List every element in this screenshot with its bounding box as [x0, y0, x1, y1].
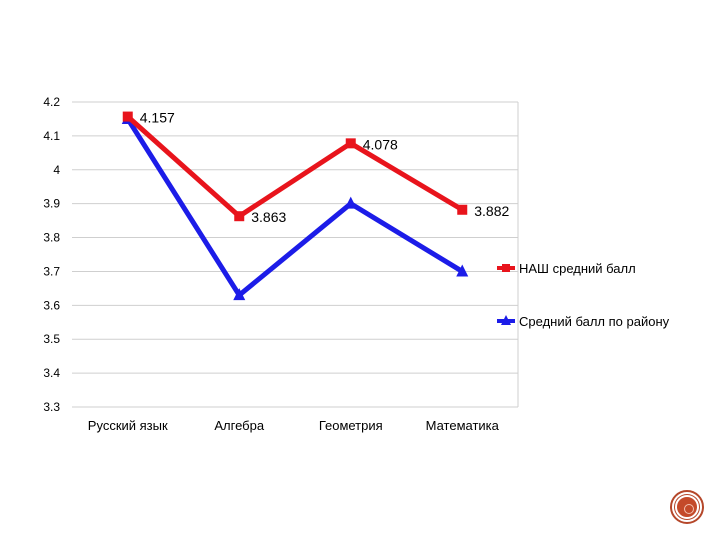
- series-point: [344, 196, 357, 209]
- slide-nav-button[interactable]: [670, 490, 704, 524]
- x-category-label: Алгебра: [214, 418, 264, 433]
- series-point: [456, 264, 469, 277]
- y-tick-label: 3.5: [43, 332, 60, 346]
- y-tick-label: 3.3: [43, 400, 60, 414]
- y-tick-label: 3.9: [43, 197, 60, 211]
- y-tick-label: 3.4: [43, 366, 60, 380]
- series-group: 4.157 3.863 4.078 3.882: [121, 110, 509, 301]
- y-tick-label: 4: [53, 163, 60, 177]
- series-point: [122, 111, 133, 122]
- data-label: 3.863: [251, 209, 286, 225]
- x-category-label: Математика: [426, 418, 500, 433]
- x-category-label: Русский язык: [88, 418, 168, 433]
- data-label: 4.157: [140, 110, 175, 126]
- nav-button-icon: [675, 495, 699, 519]
- y-tick-label: 3.8: [43, 231, 60, 245]
- legend-marker: [501, 315, 511, 325]
- legend-marker: [502, 264, 510, 272]
- legend-label: Средний балл по району: [519, 314, 670, 329]
- series-line: [125, 117, 464, 299]
- y-tick-label: 4.2: [43, 95, 60, 109]
- y-axis-ticks: 4.2 4.1 4 3.9 3.8 3.7 3.6 3.5 3.4 3.3: [43, 95, 60, 414]
- series-point: [345, 138, 356, 149]
- y-tick-label: 4.1: [43, 129, 60, 143]
- data-label: 4.078: [363, 136, 398, 152]
- data-label: 3.882: [474, 203, 509, 219]
- x-category-label: Геометрия: [319, 418, 383, 433]
- series-point: [233, 288, 246, 301]
- y-tick-label: 3.6: [43, 298, 60, 312]
- series-point: [457, 204, 468, 215]
- series-line: [126, 114, 464, 220]
- legend-label: НАШ средний балл: [519, 261, 636, 276]
- legend: НАШ средний балл Средний балл по району: [497, 261, 670, 329]
- series-point: [234, 211, 245, 222]
- x-axis-categories: Русский язык Алгебра Геометрия Математика: [88, 418, 500, 433]
- gridlines: [72, 101, 519, 408]
- nav-button-ring: [684, 504, 694, 514]
- y-tick-label: 3.7: [43, 264, 60, 278]
